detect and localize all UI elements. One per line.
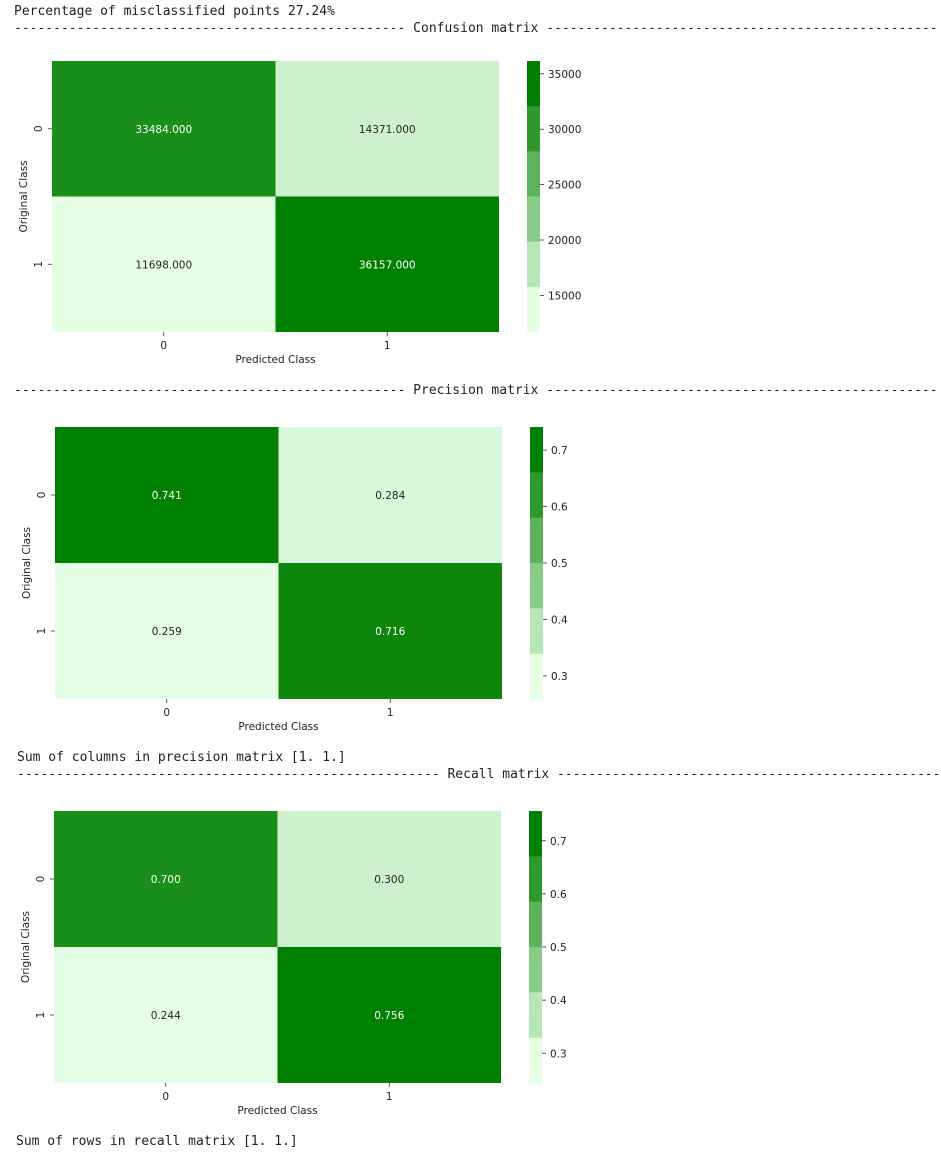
cell-annotation: 11698.000 [135, 259, 192, 271]
heatmap-cell [278, 563, 502, 699]
heatmap-cell [55, 427, 279, 563]
colorbar-band [530, 563, 543, 609]
x-tick-label: 1 [384, 340, 391, 352]
colorbar-band [529, 947, 542, 993]
cell-annotation: 0.259 [152, 626, 182, 638]
cell-annotation: 36157.000 [359, 259, 416, 271]
recall-header: ----------------------------------------… [17, 767, 941, 782]
misclassified-text: Percentage of misclassified points 27.24… [14, 4, 335, 19]
heatmap-0: 33484.000 14371.000 11698.000 36157.000 0 1 Pr… [18, 61, 581, 366]
y-tick-label: 1 [36, 628, 48, 635]
recall-sum-text: Sum of rows in recall matrix [1. 1.] [16, 1134, 298, 1149]
colorbar-tick-label: 0.5 [551, 558, 568, 570]
heatmap-cell [52, 61, 276, 197]
cell-annotation: 0.741 [152, 490, 182, 502]
cell-annotation: 0.300 [374, 874, 404, 886]
colorbar-tick-label: 30000 [548, 124, 581, 136]
colorbar-tick-label: 0.3 [551, 671, 568, 683]
x-tick-label: 0 [162, 1091, 169, 1103]
colorbar-band [529, 901, 542, 948]
x-axis-label: Predicted Class [235, 354, 315, 366]
heatmap-1: 0.741 0.284 0.259 0.716 0 1 Predicted Class 0 1 O… [21, 427, 568, 733]
colorbar-tick-label: 25000 [548, 180, 581, 192]
colorbar-band [527, 61, 540, 107]
heatmap-cell [278, 427, 502, 563]
heatmap-cell [52, 196, 276, 332]
cell-annotation: 0.700 [151, 874, 181, 886]
colorbar-band [529, 992, 542, 1039]
cell-annotation: 14371.000 [359, 124, 416, 136]
colorbar-band [527, 241, 540, 288]
colorbar-tick-label: 0.6 [550, 889, 567, 901]
y-tick-label: 0 [35, 876, 47, 883]
y-axis-label: Original Class [21, 527, 33, 599]
x-tick-label: 1 [386, 1091, 393, 1103]
x-tick-label: 0 [160, 340, 167, 352]
colorbar-band [530, 517, 543, 564]
heatmap-cell [277, 947, 501, 1083]
colorbar-band [530, 427, 543, 473]
colorbar-tick-label: 0.4 [550, 995, 567, 1007]
precision-sum-text: Sum of columns in precision matrix [1. 1… [17, 750, 346, 765]
colorbar-tick-label: 0.3 [550, 1048, 567, 1060]
colorbar-tick-label: 0.7 [551, 445, 568, 457]
colorbar-tick-label: 15000 [548, 290, 581, 302]
colorbar-tick-label: 20000 [548, 235, 581, 247]
y-tick-label: 1 [33, 261, 45, 268]
colorbar-band [529, 1037, 542, 1084]
y-tick-label: 1 [35, 1012, 47, 1019]
cell-annotation: 0.756 [374, 1010, 404, 1022]
precision-header: ----------------------------------------… [14, 383, 938, 398]
heatmap-cell [275, 196, 499, 332]
colorbar-band [527, 196, 540, 243]
x-axis-label: Predicted Class [237, 1105, 317, 1117]
colorbar-band [529, 811, 542, 857]
colorbar-tick-label: 0.6 [551, 502, 568, 514]
colorbar-tick-label: 0.7 [550, 836, 567, 848]
colorbar-band [529, 856, 542, 903]
heatmap-cell [277, 811, 501, 947]
heatmap-2: 0.700 0.300 0.244 0.756 0 1 Predicted Class 0 1 O… [20, 811, 567, 1117]
x-tick-label: 0 [163, 707, 170, 719]
y-axis-label: Original Class [20, 911, 32, 983]
heatmap-cell [54, 947, 278, 1083]
cell-annotation: 0.716 [375, 626, 405, 638]
heatmap-cell [55, 563, 279, 699]
colorbar-band [530, 608, 543, 655]
heatmap-cell [275, 61, 499, 197]
colorbar-band [527, 151, 540, 197]
x-tick-label: 1 [387, 707, 394, 719]
x-axis-label: Predicted Class [238, 721, 318, 733]
cell-annotation: 0.284 [375, 490, 405, 502]
colorbar-tick-label: 0.4 [551, 614, 568, 626]
y-tick-label: 0 [33, 125, 45, 132]
colorbar-band [530, 472, 543, 519]
colorbar-tick-label: 0.5 [550, 942, 567, 954]
cell-annotation: 0.244 [151, 1010, 181, 1022]
confusion-header: ----------------------------------------… [14, 21, 938, 36]
y-tick-label: 0 [36, 492, 48, 499]
colorbar-tick-label: 35000 [548, 69, 581, 81]
colorbar-band [530, 653, 543, 700]
colorbar-band [527, 106, 540, 152]
cell-annotation: 33484.000 [135, 124, 192, 136]
y-axis-label: Original Class [18, 160, 30, 232]
colorbar-band [527, 286, 540, 333]
heatmap-cell [54, 811, 278, 947]
